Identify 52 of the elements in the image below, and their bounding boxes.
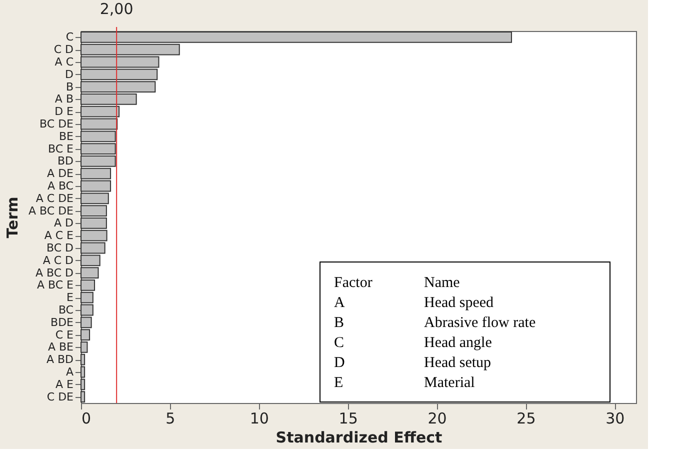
y-tick-label: C D [54,43,74,56]
x-axis-title: Standardized Effect [276,428,442,446]
annotation: Head setup [424,355,492,371]
y-tick-label: C E [55,328,74,342]
y-tick-label: A DE [47,167,74,180]
annotation: Abrasive flow rate [424,315,536,331]
annotation: Material [424,375,475,391]
x-tick-label: 25 [516,410,536,428]
y-tick-label: A BD [46,353,74,366]
x-tick-label: 0 [82,410,92,428]
y-tick-label: E [66,291,74,304]
x-tick-label: 20 [428,410,447,428]
y-tick-label: A BC E [36,278,74,292]
y-tick-label: BC [58,304,74,316]
y-tick-label: A C E [44,229,74,242]
annotation: Factor [334,275,372,291]
y-tick-label: A C DE [36,192,74,205]
y-tick-label: BD [57,154,74,168]
y-tick-label: A BE [48,340,74,354]
y-tick-label: BC DE [40,118,74,130]
ref-line-label: 2,00 [100,0,134,18]
y-tick-label: D E [54,105,74,118]
y-tick-label: A E [56,378,74,391]
x-tick-label: 30 [606,410,625,428]
y-tick-label: A C [54,56,74,68]
y-tick-label: BE [59,130,74,143]
y-tick-label: BC D [46,242,74,254]
y-tick-label: C [66,30,74,44]
annotation: C [334,335,344,351]
y-tick-label: D [65,68,74,81]
annotation: D [334,355,345,371]
x-tick-label: 5 [166,410,176,428]
y-tick-label: BC E [48,142,74,156]
y-tick-label: A BC D [35,266,74,280]
y-tick-label: A B [54,92,74,106]
y-tick-label: A BC DE [28,204,74,218]
annotation: Name [424,275,460,291]
y-tick-label: B [66,80,74,94]
annotation: Head speed [424,295,494,311]
y-tick-label: A C D [42,254,74,267]
x-tick-label: 15 [338,410,358,428]
y-axis-title: Term [4,196,22,238]
annotation: A [334,295,345,311]
y-tick-label: A D [54,216,74,230]
annotation: B [334,315,344,331]
annotation: E [334,375,344,391]
y-tick-label: BDE [50,316,74,329]
y-tick-label: C DE [46,390,74,404]
y-tick-label: A [66,366,74,378]
x-tick-label: 10 [250,410,269,428]
annotation: Head angle [424,335,492,351]
y-tick-label: A BC [47,180,74,192]
